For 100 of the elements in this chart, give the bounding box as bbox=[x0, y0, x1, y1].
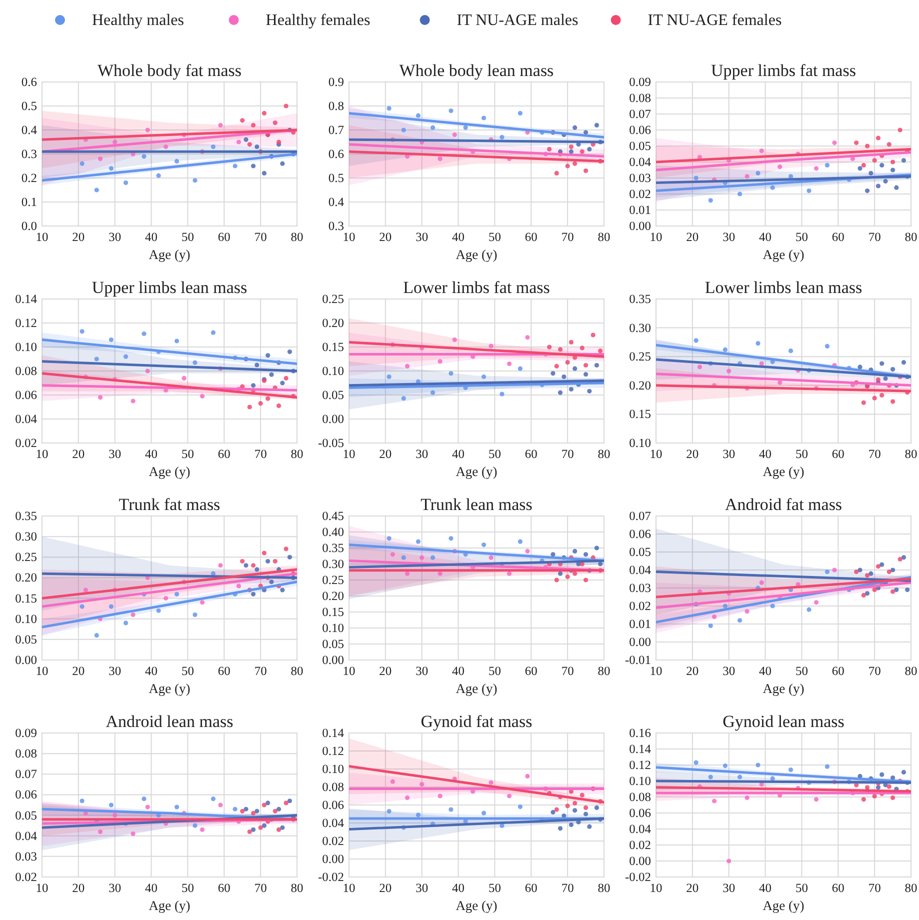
x-tick-label: 30 bbox=[722, 664, 736, 678]
x-tick-label: 70 bbox=[254, 447, 267, 461]
x-tick-label: 10 bbox=[342, 447, 356, 461]
y-tick-label: 0.12 bbox=[322, 744, 344, 758]
chart-title: Lower limbs fat mass bbox=[403, 278, 550, 297]
y-tick-label: 0.12 bbox=[629, 758, 651, 772]
x-tick-label: 30 bbox=[416, 881, 428, 895]
y-tick-label: 0.07 bbox=[629, 509, 651, 523]
x-axis-title: Age (y) bbox=[148, 464, 190, 479]
x-tick-label: 40 bbox=[759, 881, 772, 895]
x-tick-label: 10 bbox=[36, 664, 48, 678]
x-tick-label: 20 bbox=[72, 230, 85, 244]
x-tick-label: 10 bbox=[650, 230, 662, 244]
y-tick-label: 0.06 bbox=[15, 388, 37, 402]
y-tick-label: 0.05 bbox=[629, 139, 651, 153]
x-tick-label: 10 bbox=[342, 881, 356, 895]
y-tick-label: 0.14 bbox=[15, 292, 38, 306]
y-tick-label: 0.04 bbox=[629, 563, 652, 577]
x-tick-label: 40 bbox=[452, 664, 465, 678]
y-tick-label: 0.35 bbox=[15, 509, 37, 523]
x-tick-label: 40 bbox=[759, 664, 772, 678]
y-tick-label: 0.05 bbox=[15, 808, 37, 822]
x-tick-label: 70 bbox=[561, 230, 574, 244]
x-tick-label: 30 bbox=[722, 230, 736, 244]
y-tick-label: 0.5 bbox=[21, 99, 37, 113]
y-tick-label: 0.8 bbox=[328, 99, 344, 113]
chart-title: Upper limbs lean mass bbox=[92, 278, 248, 297]
y-tick-label: 0.02 bbox=[629, 838, 651, 852]
y-tick-label: 0.00 bbox=[322, 653, 344, 667]
x-tick-label: 50 bbox=[488, 230, 501, 244]
y-tick-label: 0.05 bbox=[15, 632, 37, 646]
y-tick-label: 0.02 bbox=[15, 436, 37, 450]
x-tick-label: 80 bbox=[598, 447, 610, 461]
x-axis-title: Age (y) bbox=[148, 681, 190, 696]
y-tick-label: 0.00 bbox=[629, 635, 651, 649]
y-tick-label: 0.08 bbox=[629, 790, 651, 804]
y-tick-label: 0.4 bbox=[21, 123, 38, 137]
x-tick-label: 20 bbox=[686, 230, 699, 244]
x-tick-label: 30 bbox=[108, 447, 122, 461]
y-tick-label: 0.14 bbox=[629, 742, 652, 756]
y-tick-label: 0.10 bbox=[15, 612, 37, 626]
x-tick-label: 20 bbox=[686, 664, 699, 678]
x-tick-label: 60 bbox=[832, 447, 844, 461]
x-axis-title: Age (y) bbox=[456, 464, 498, 479]
x-tick-label: 50 bbox=[795, 230, 808, 244]
y-tick-label: 0.6 bbox=[328, 147, 344, 161]
y-tick-label: -0.02 bbox=[624, 870, 651, 884]
x-tick-label: 10 bbox=[342, 230, 356, 244]
chart-title: Gynoid fat mass bbox=[420, 712, 532, 731]
y-tick-label: 0.2 bbox=[21, 171, 37, 185]
x-tick-label: 60 bbox=[218, 447, 230, 461]
x-tick-label: 40 bbox=[759, 447, 772, 461]
x-tick-label: 20 bbox=[72, 881, 85, 895]
x-tick-label: 80 bbox=[290, 881, 304, 895]
x-tick-label: 70 bbox=[868, 447, 881, 461]
x-tick-label: 70 bbox=[868, 230, 881, 244]
y-tick-label: 0.08 bbox=[629, 91, 651, 105]
x-tick-label: 50 bbox=[488, 881, 501, 895]
x-tick-label: 50 bbox=[795, 447, 808, 461]
chart-title: Trunk fat mass bbox=[118, 495, 220, 514]
y-tick-label: 0.06 bbox=[629, 527, 651, 541]
y-tick-label: 0.12 bbox=[15, 316, 37, 330]
x-tick-label: 80 bbox=[904, 230, 918, 244]
y-tick-label: 0.08 bbox=[322, 780, 344, 794]
x-tick-label: 40 bbox=[759, 230, 772, 244]
y-tick-label: 0.7 bbox=[328, 123, 344, 137]
y-tick-label: 0.05 bbox=[322, 637, 344, 651]
x-tick-label: 80 bbox=[290, 447, 304, 461]
x-tick-label: 60 bbox=[218, 881, 230, 895]
y-tick-label: 0.3 bbox=[328, 219, 344, 233]
x-tick-label: 70 bbox=[254, 664, 267, 678]
y-tick-label: 0.06 bbox=[629, 123, 651, 137]
x-tick-label: 80 bbox=[290, 664, 304, 678]
y-tick-label: 0.10 bbox=[322, 364, 344, 378]
x-tick-label: 10 bbox=[342, 664, 356, 678]
x-tick-label: 50 bbox=[181, 664, 194, 678]
y-tick-label: 0.03 bbox=[629, 581, 651, 595]
y-tick-label: 0.04 bbox=[322, 816, 345, 830]
x-axis-title: Age (y) bbox=[456, 898, 498, 913]
y-tick-label: 0.06 bbox=[15, 788, 37, 802]
x-tick-label: 60 bbox=[218, 230, 230, 244]
x-tick-label: 30 bbox=[108, 230, 122, 244]
x-tick-label: 20 bbox=[72, 664, 85, 678]
y-tick-label: 0.20 bbox=[629, 378, 651, 392]
y-tick-label: 0.25 bbox=[322, 573, 344, 587]
y-tick-label: 0.09 bbox=[629, 75, 651, 89]
x-tick-label: 80 bbox=[598, 230, 610, 244]
y-tick-label: 0.02 bbox=[629, 187, 651, 201]
y-tick-label: 0.45 bbox=[322, 509, 344, 523]
chart-title: Upper limbs fat mass bbox=[711, 61, 856, 80]
x-tick-label: 60 bbox=[218, 664, 230, 678]
x-tick-label: 10 bbox=[650, 881, 662, 895]
y-tick-label: 0.04 bbox=[15, 412, 38, 426]
x-tick-label: 80 bbox=[598, 664, 610, 678]
y-tick-label: 0.04 bbox=[629, 155, 652, 169]
y-tick-label: 0.20 bbox=[322, 589, 344, 603]
x-tick-label: 40 bbox=[145, 230, 158, 244]
y-tick-label: 0.00 bbox=[322, 412, 344, 426]
y-tick-label: 0.15 bbox=[15, 591, 37, 606]
x-tick-label: 50 bbox=[488, 447, 501, 461]
